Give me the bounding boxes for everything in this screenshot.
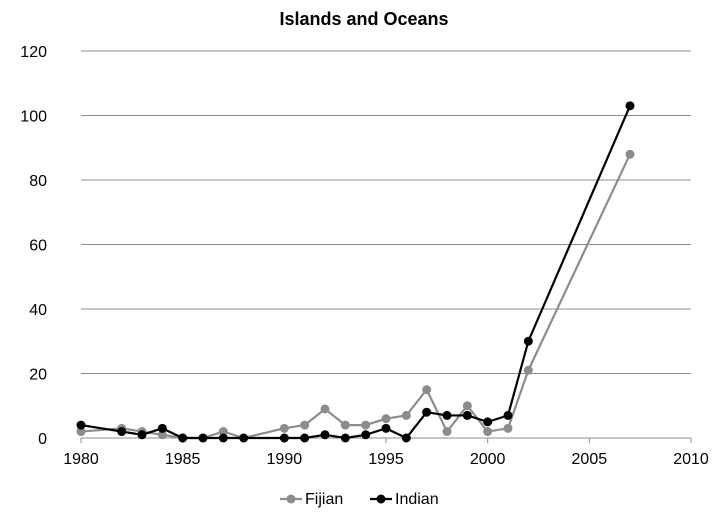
data-point	[320, 404, 330, 414]
data-point	[625, 149, 635, 159]
data-point	[157, 423, 167, 433]
x-tick-label: 1990	[267, 451, 303, 468]
data-point	[401, 410, 411, 420]
data-point	[178, 433, 188, 443]
data-point	[218, 433, 228, 443]
series-line-indian	[80, 105, 632, 440]
x-tick-label: 2005	[572, 451, 608, 468]
data-point	[422, 407, 432, 417]
data-point	[76, 420, 86, 430]
x-tick-label: 1995	[368, 451, 404, 468]
data-point	[340, 433, 350, 443]
data-point	[117, 427, 127, 437]
data-point	[442, 410, 452, 420]
data-point	[300, 433, 310, 443]
y-tick-label: 0	[38, 431, 47, 448]
data-point	[401, 433, 411, 443]
legend-label: Fijian	[305, 491, 343, 508]
axes: 0 20 40 60 80 100 120 1980 1985 1990 1995 2000 2005 2…	[20, 44, 709, 468]
x-tick-label: 2010	[673, 451, 709, 468]
data-point	[361, 430, 371, 440]
series-indian	[76, 101, 635, 443]
y-tick-label: 80	[29, 173, 47, 190]
data-point	[442, 427, 452, 437]
data-point	[198, 433, 208, 443]
legend: Fijian Indian	[280, 491, 439, 508]
legend-item-fijian: Fijian	[280, 491, 343, 508]
series-layer	[76, 101, 635, 443]
gridlines	[81, 50, 691, 374]
series-fijian	[76, 149, 635, 443]
data-point	[76, 427, 86, 437]
y-tick-label: 60	[29, 238, 47, 255]
y-tick-label: 120	[20, 44, 47, 61]
chart-title: Islands and Oceans	[279, 9, 448, 29]
data-point	[137, 430, 147, 440]
data-point	[462, 401, 472, 411]
data-point	[523, 365, 533, 375]
data-point	[503, 423, 513, 433]
data-point	[340, 420, 350, 430]
data-point	[381, 414, 391, 424]
data-point	[218, 427, 228, 437]
data-point	[483, 417, 493, 427]
data-point	[361, 420, 371, 430]
y-tick-label: 100	[20, 109, 47, 126]
legend-item-indian: Indian	[370, 491, 439, 508]
data-point	[462, 410, 472, 420]
data-point	[279, 433, 289, 443]
legend-label: Indian	[395, 491, 439, 508]
data-point	[320, 430, 330, 440]
data-point	[422, 385, 432, 395]
data-point	[523, 336, 533, 346]
legend-marker	[286, 494, 296, 504]
data-point	[300, 420, 310, 430]
data-point	[625, 101, 635, 111]
y-tick-label: 40	[29, 302, 47, 319]
y-tick-label: 20	[29, 367, 47, 384]
data-point	[503, 410, 513, 420]
x-tick-label: 2000	[470, 451, 506, 468]
data-point	[381, 423, 391, 433]
data-point	[157, 430, 167, 440]
legend-marker	[376, 494, 386, 504]
data-point	[279, 423, 289, 433]
x-tick-label: 1980	[63, 451, 99, 468]
x-tick-label: 1985	[165, 451, 201, 468]
data-point	[239, 433, 249, 443]
data-point	[483, 427, 493, 437]
